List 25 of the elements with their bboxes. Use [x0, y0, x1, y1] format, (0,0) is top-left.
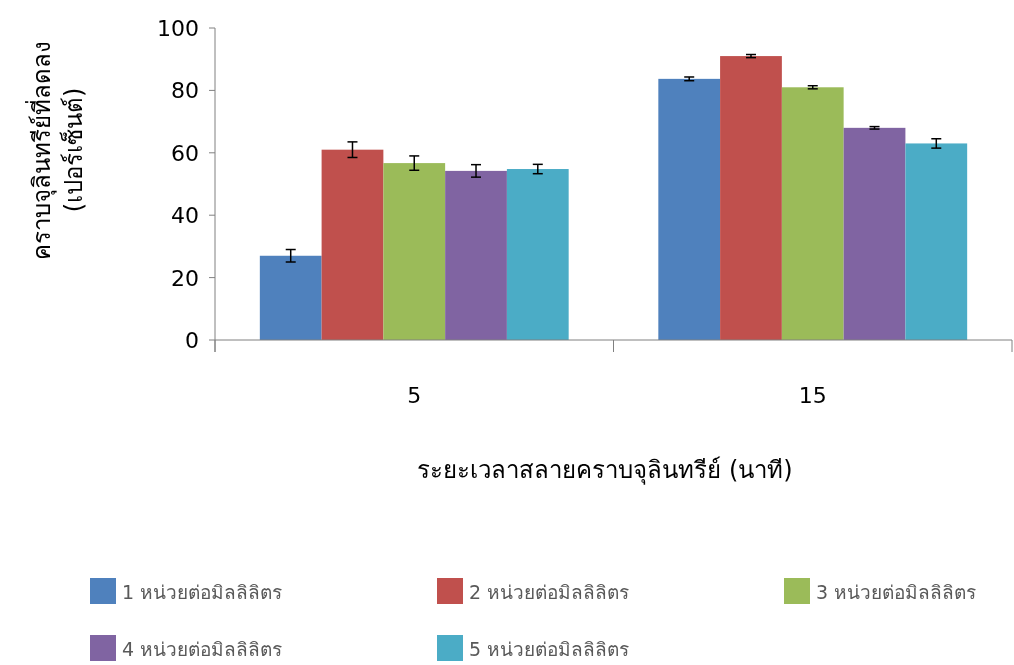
y-tick-label: 60 [171, 140, 199, 166]
legend-label: 1 หน่วยต่อมิลลิลิตร [122, 581, 283, 603]
legend-label: 3 หน่วยต่อมิลลิลิตร [816, 581, 977, 603]
bar [843, 127, 906, 340]
bar [445, 170, 507, 340]
x-tick-label: 15 [798, 383, 827, 408]
bar [781, 87, 844, 340]
bar [658, 78, 721, 340]
bar [383, 163, 446, 340]
bar [506, 169, 569, 340]
y-tick-label: 100 [157, 16, 199, 41]
y-axis-title: คราบจุลินทรีย์ที่ลดลง (เปอร์เซ็นต์) [25, 40, 88, 260]
bar [259, 255, 322, 340]
y-tick-label: 0 [185, 328, 199, 353]
bar [720, 56, 782, 340]
legend-label: 4 หน่วยต่อมิลลิลิตร [122, 638, 283, 660]
x-axis-title: ระยะเวลาสลายคราบจุลินทรีย์ (นาที) [417, 456, 793, 485]
bar [321, 149, 384, 340]
x-tick-label: 5 [407, 383, 422, 408]
y-tick-label: 20 [171, 265, 199, 291]
legend-label: 5 หน่วยต่อมิลลิลิตร [469, 638, 630, 660]
y-tick-label: 80 [171, 78, 199, 104]
y-tick-label: 40 [171, 203, 199, 229]
bar [905, 143, 968, 340]
legend-label: 2 หน่วยต่อมิลลิลิตร [469, 581, 630, 603]
